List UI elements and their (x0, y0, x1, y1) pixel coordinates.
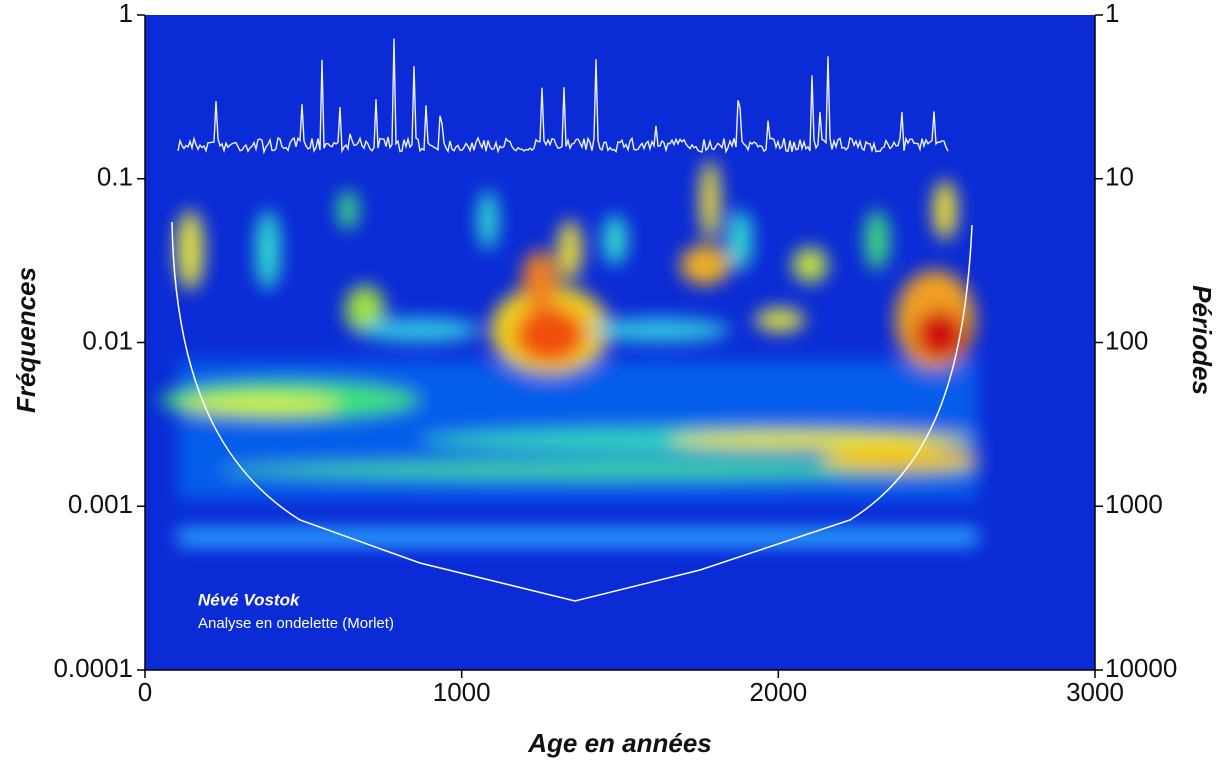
annotation: Névé Vostok (198, 590, 301, 609)
y-tick-label: 0.0001 (53, 653, 133, 683)
annotation: Analyse en ondelette (Morlet) (198, 615, 394, 632)
y2-tick-label: 10 (1105, 162, 1134, 192)
y2-tick-label: 1 (1105, 0, 1119, 28)
signal-trace (177, 38, 949, 155)
y2-axis-label: Périodes (1187, 285, 1217, 395)
x-tick-label: 2000 (749, 677, 807, 707)
y2-tick-label: 1000 (1105, 489, 1163, 519)
y-axis-label: Fréquences (11, 267, 41, 413)
x-tick-label: 0 (138, 677, 152, 707)
scalogram (160, 160, 980, 546)
x-axis-label: Age en années (527, 728, 712, 758)
y2-tick-label: 10000 (1105, 653, 1177, 683)
y-tick-label: 0.01 (82, 325, 133, 355)
x-tick-label: 3000 (1066, 677, 1124, 707)
x-tick-label: 1000 (433, 677, 491, 707)
y-tick-label: 0.1 (97, 162, 133, 192)
y-tick-label: 1 (119, 0, 133, 28)
cone-of-influence (171, 221, 973, 602)
y2-tick-label: 100 (1105, 325, 1148, 355)
y-tick-label: 0.001 (68, 489, 133, 519)
